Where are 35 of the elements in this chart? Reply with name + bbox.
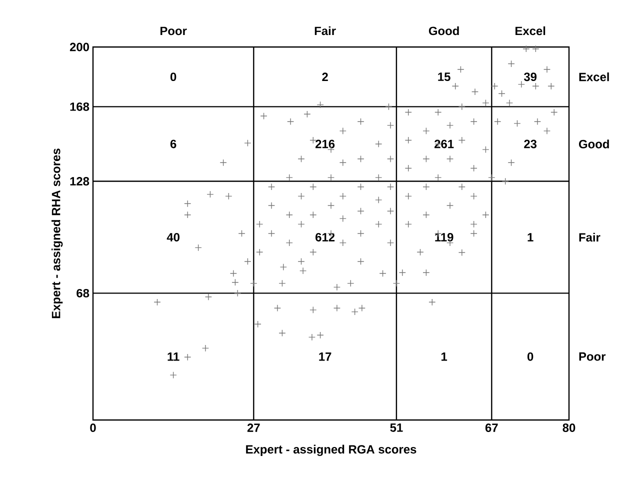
annotation: 612 [316,233,335,242]
annotation: 1 [441,352,448,361]
y-tick-label: 200 [70,42,89,52]
annotation: 119 [435,233,454,242]
text: Poor [579,352,606,361]
x-axis-title: Expert - assigned RGA scores [246,444,416,456]
x-tick-label: 80 [562,424,576,432]
annotation: 39 [524,72,537,82]
annotation: 0 [170,72,176,82]
x-tick-label: 27 [247,424,260,432]
y-tick-label: 68 [76,288,90,298]
annotation: 15 [438,72,450,81]
x-tick-label: 0 [90,424,96,432]
text: Good [578,140,609,148]
x-tick-label: 67 [485,424,498,432]
annotation: 40 [166,233,180,242]
text: Fair [314,26,336,36]
y-tick-label: 168 [70,102,90,111]
annotation: 17 [319,352,332,361]
annotation: 6 [170,140,176,148]
text: Good [428,26,459,36]
text: Excel [579,72,609,82]
annotation: 2 [322,72,328,82]
text: Excel [516,26,546,36]
annotation: 0 [527,352,534,361]
text: Fair [579,232,600,242]
annotation: 1 [528,233,534,242]
x-tick-label: 51 [390,424,403,432]
annotation: 23 [524,140,537,148]
annotation: 261 [434,140,454,148]
text: Poor [160,26,187,36]
y-tick-label: 128 [70,177,90,186]
annotation: 216 [316,140,335,148]
y-axis-title: Expert - assigned RHA scores [52,148,63,318]
annotation: 11 [168,352,180,361]
